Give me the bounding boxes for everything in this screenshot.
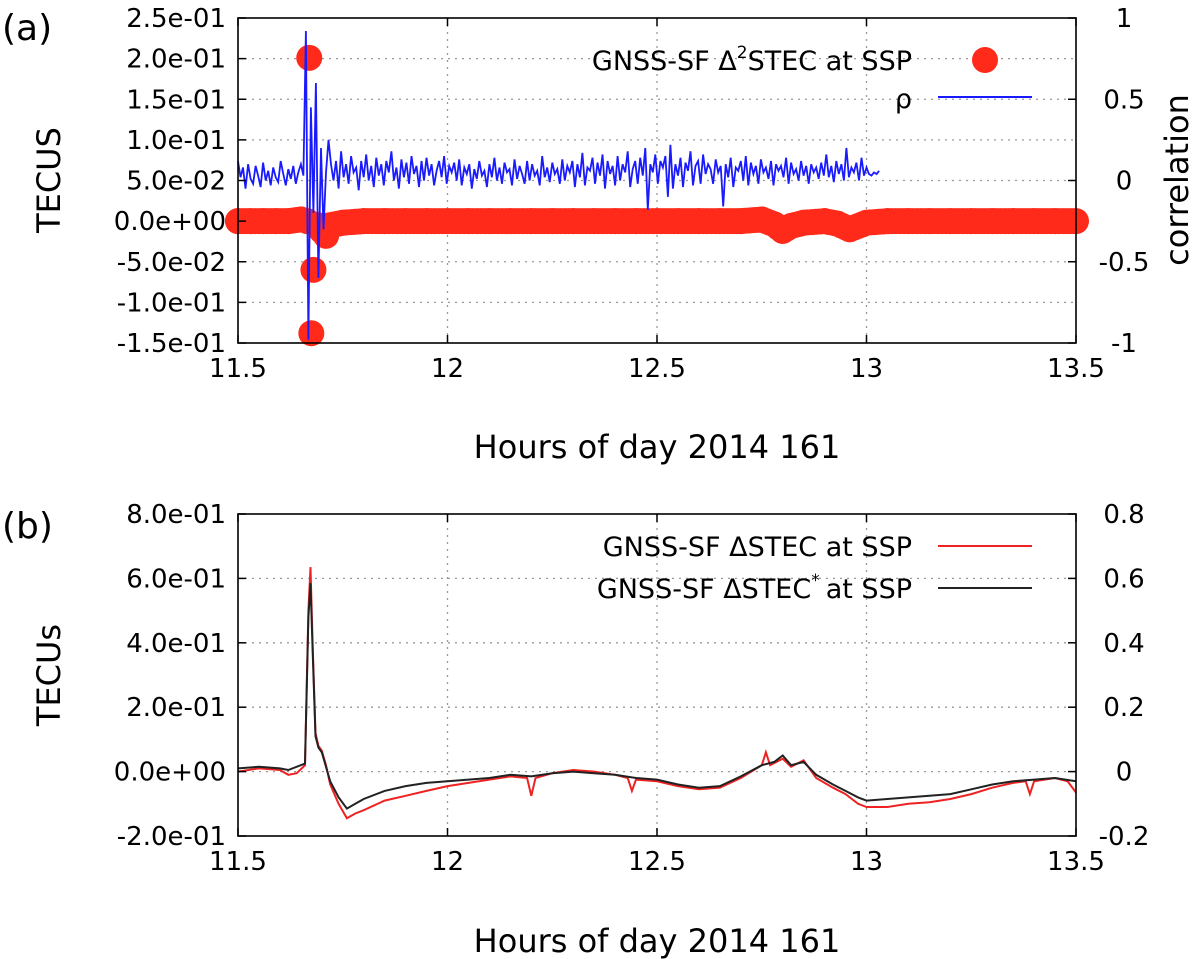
panel-b-y-tick-label: -2.0e-01 [117,822,226,852]
panel-a-y-tick-label: 0.0e+00 [114,207,226,237]
panel-a-label: (a) [2,8,52,49]
panel-b-y-axis-label: TECUs [30,624,68,727]
panel-b-y2-tick-label: 0.4 [1103,629,1144,659]
panel-a-y-tick-label: -5.0e-02 [117,248,226,278]
point-marker [434,208,461,235]
point-marker [727,208,754,235]
panel-a-y2-tick-label: 1 [1116,4,1133,34]
panel-a-y-axis-label: TECUS [30,127,68,234]
series-line-rho [237,30,880,340]
panel-b-y2-tick-label: 0 [1116,758,1133,788]
point-marker [706,208,733,235]
point-marker [853,209,880,236]
panel-a-y2-tick-label: -1 [1111,329,1137,359]
panel-b-y2-tick-label: 0.8 [1103,500,1144,530]
panel-a-y2-tick-label: -0.5 [1099,248,1150,278]
point-marker [581,208,608,235]
legend-b-entry-1-label: GNSS-SF ΔSTEC at SSP [603,532,912,563]
point-marker [1000,208,1027,235]
point-marker [664,208,691,235]
point-marker [329,209,356,236]
panel-a-x-tick-label: 13 [850,354,883,384]
panel-b-x-tick-label: 11.5 [209,847,267,877]
point-marker [497,208,524,235]
panel-a-series [225,30,1089,347]
panel-b-x-tick-label: 12.5 [628,847,686,877]
panel-a-y-tick-label: 1.5e-01 [126,85,226,115]
panel-a-y-tick-label: -1.5e-01 [117,329,226,359]
point-marker [685,208,712,235]
point-marker [979,208,1006,235]
panel-a: (a) 11.5 12 12.5 13 13.5 2.5e-01 2.0e-01 1.5e-0… [2,4,1196,466]
panel-b-x-tick-label: 13.5 [1047,847,1105,877]
point-marker [602,208,629,235]
point-marker [371,208,398,235]
panel-a-y-tick-label: 2.5e-01 [126,4,226,34]
panel-a-ticks: 11.5 12 12.5 13 13.5 2.5e-01 2.0e-01 1.5e-01 1.0… [114,4,1150,384]
point-marker [623,208,650,235]
panel-b-x-tick-label: 12 [431,847,464,877]
panel-b-y2-tick-label: 0.2 [1103,693,1144,723]
panel-b-y-tick-label: 4.0e-01 [126,629,226,659]
panel-b-legend: GNSS-SF ΔSTEC at SSP GNSS-SF ΔSTEC* at SS… [597,532,1032,605]
panel-a-x-tick-label: 11.5 [209,354,267,384]
legend-a-entry-1-label: GNSS-SF Δ2STEC at SSP [592,43,912,77]
point-marker [560,208,587,235]
panel-b-label: (b) [2,506,53,547]
panel-b-y-tick-label: 8.0e-01 [126,500,226,530]
panel-b-y2-tick-label: -0.2 [1099,822,1150,852]
point-marker [300,256,327,283]
panel-b-x-tick-label: 13 [850,847,883,877]
panel-a-y-tick-label: 1.0e-01 [126,126,226,156]
panel-a-x-axis-label: Hours of day 2014 161 [474,428,841,466]
panel-b-y-tick-label: 2.0e-01 [126,693,226,723]
legend-a-entry-2-label: ρ [895,84,912,115]
point-marker [392,208,419,235]
panel-a-y-tick-label: 2.0e-01 [126,45,226,75]
point-marker [518,208,545,235]
panel-a-y2-tick-label: 0.5 [1103,85,1144,115]
point-marker [790,209,817,236]
panel-b-y-tick-label: 0.0e+00 [114,758,226,788]
panel-b-series [237,567,1077,820]
panel-b-y2-tick-label: 0.6 [1103,564,1144,594]
panel-b-grid [238,514,1076,836]
legend-a-entry-1-marker [972,47,998,73]
panel-a-y-tick-label: -1.0e-01 [117,288,226,318]
panel-a-x-tick-label: 12 [431,354,464,384]
point-marker [1042,208,1069,235]
panel-a-y2-axis-label: correlation [1158,94,1196,266]
panel-a-x-tick-label: 13.5 [1047,354,1105,384]
panel-a-x-tick-label: 12.5 [628,354,686,384]
panel-b-y-tick-label: 6.0e-01 [126,564,226,594]
panel-a-y-tick-label: 5.0e-02 [126,167,226,197]
point-marker [298,320,325,347]
panel-a-y2-tick-label: 0 [1116,167,1133,197]
panel-b: (b) 11.5 12 12.5 13 13.5 8.0e-01 6.0e-01 4.0e-0… [2,500,1149,959]
point-marker [350,208,377,235]
point-marker [1021,208,1048,235]
panel-b-ticks: 11.5 12 12.5 13 13.5 8.0e-01 6.0e-01 4.0e-01 2.0… [114,500,1150,877]
panel-a-legend: GNSS-SF Δ2STEC at SSP ρ [592,43,1032,115]
point-marker [958,208,985,235]
point-marker [296,44,323,71]
point-marker [937,208,964,235]
point-marker [413,208,440,235]
panel-b-x-axis-label: Hours of day 2014 161 [474,922,841,959]
point-marker [455,208,482,235]
point-marker [874,208,901,235]
legend-b-entry-2-label: GNSS-SF ΔSTEC* at SSP [597,571,912,605]
point-marker [916,208,943,235]
point-marker [476,208,503,235]
point-marker [895,208,922,235]
point-marker [644,208,670,235]
series-line-delta-stec-star [237,583,1077,810]
point-marker [539,208,566,235]
